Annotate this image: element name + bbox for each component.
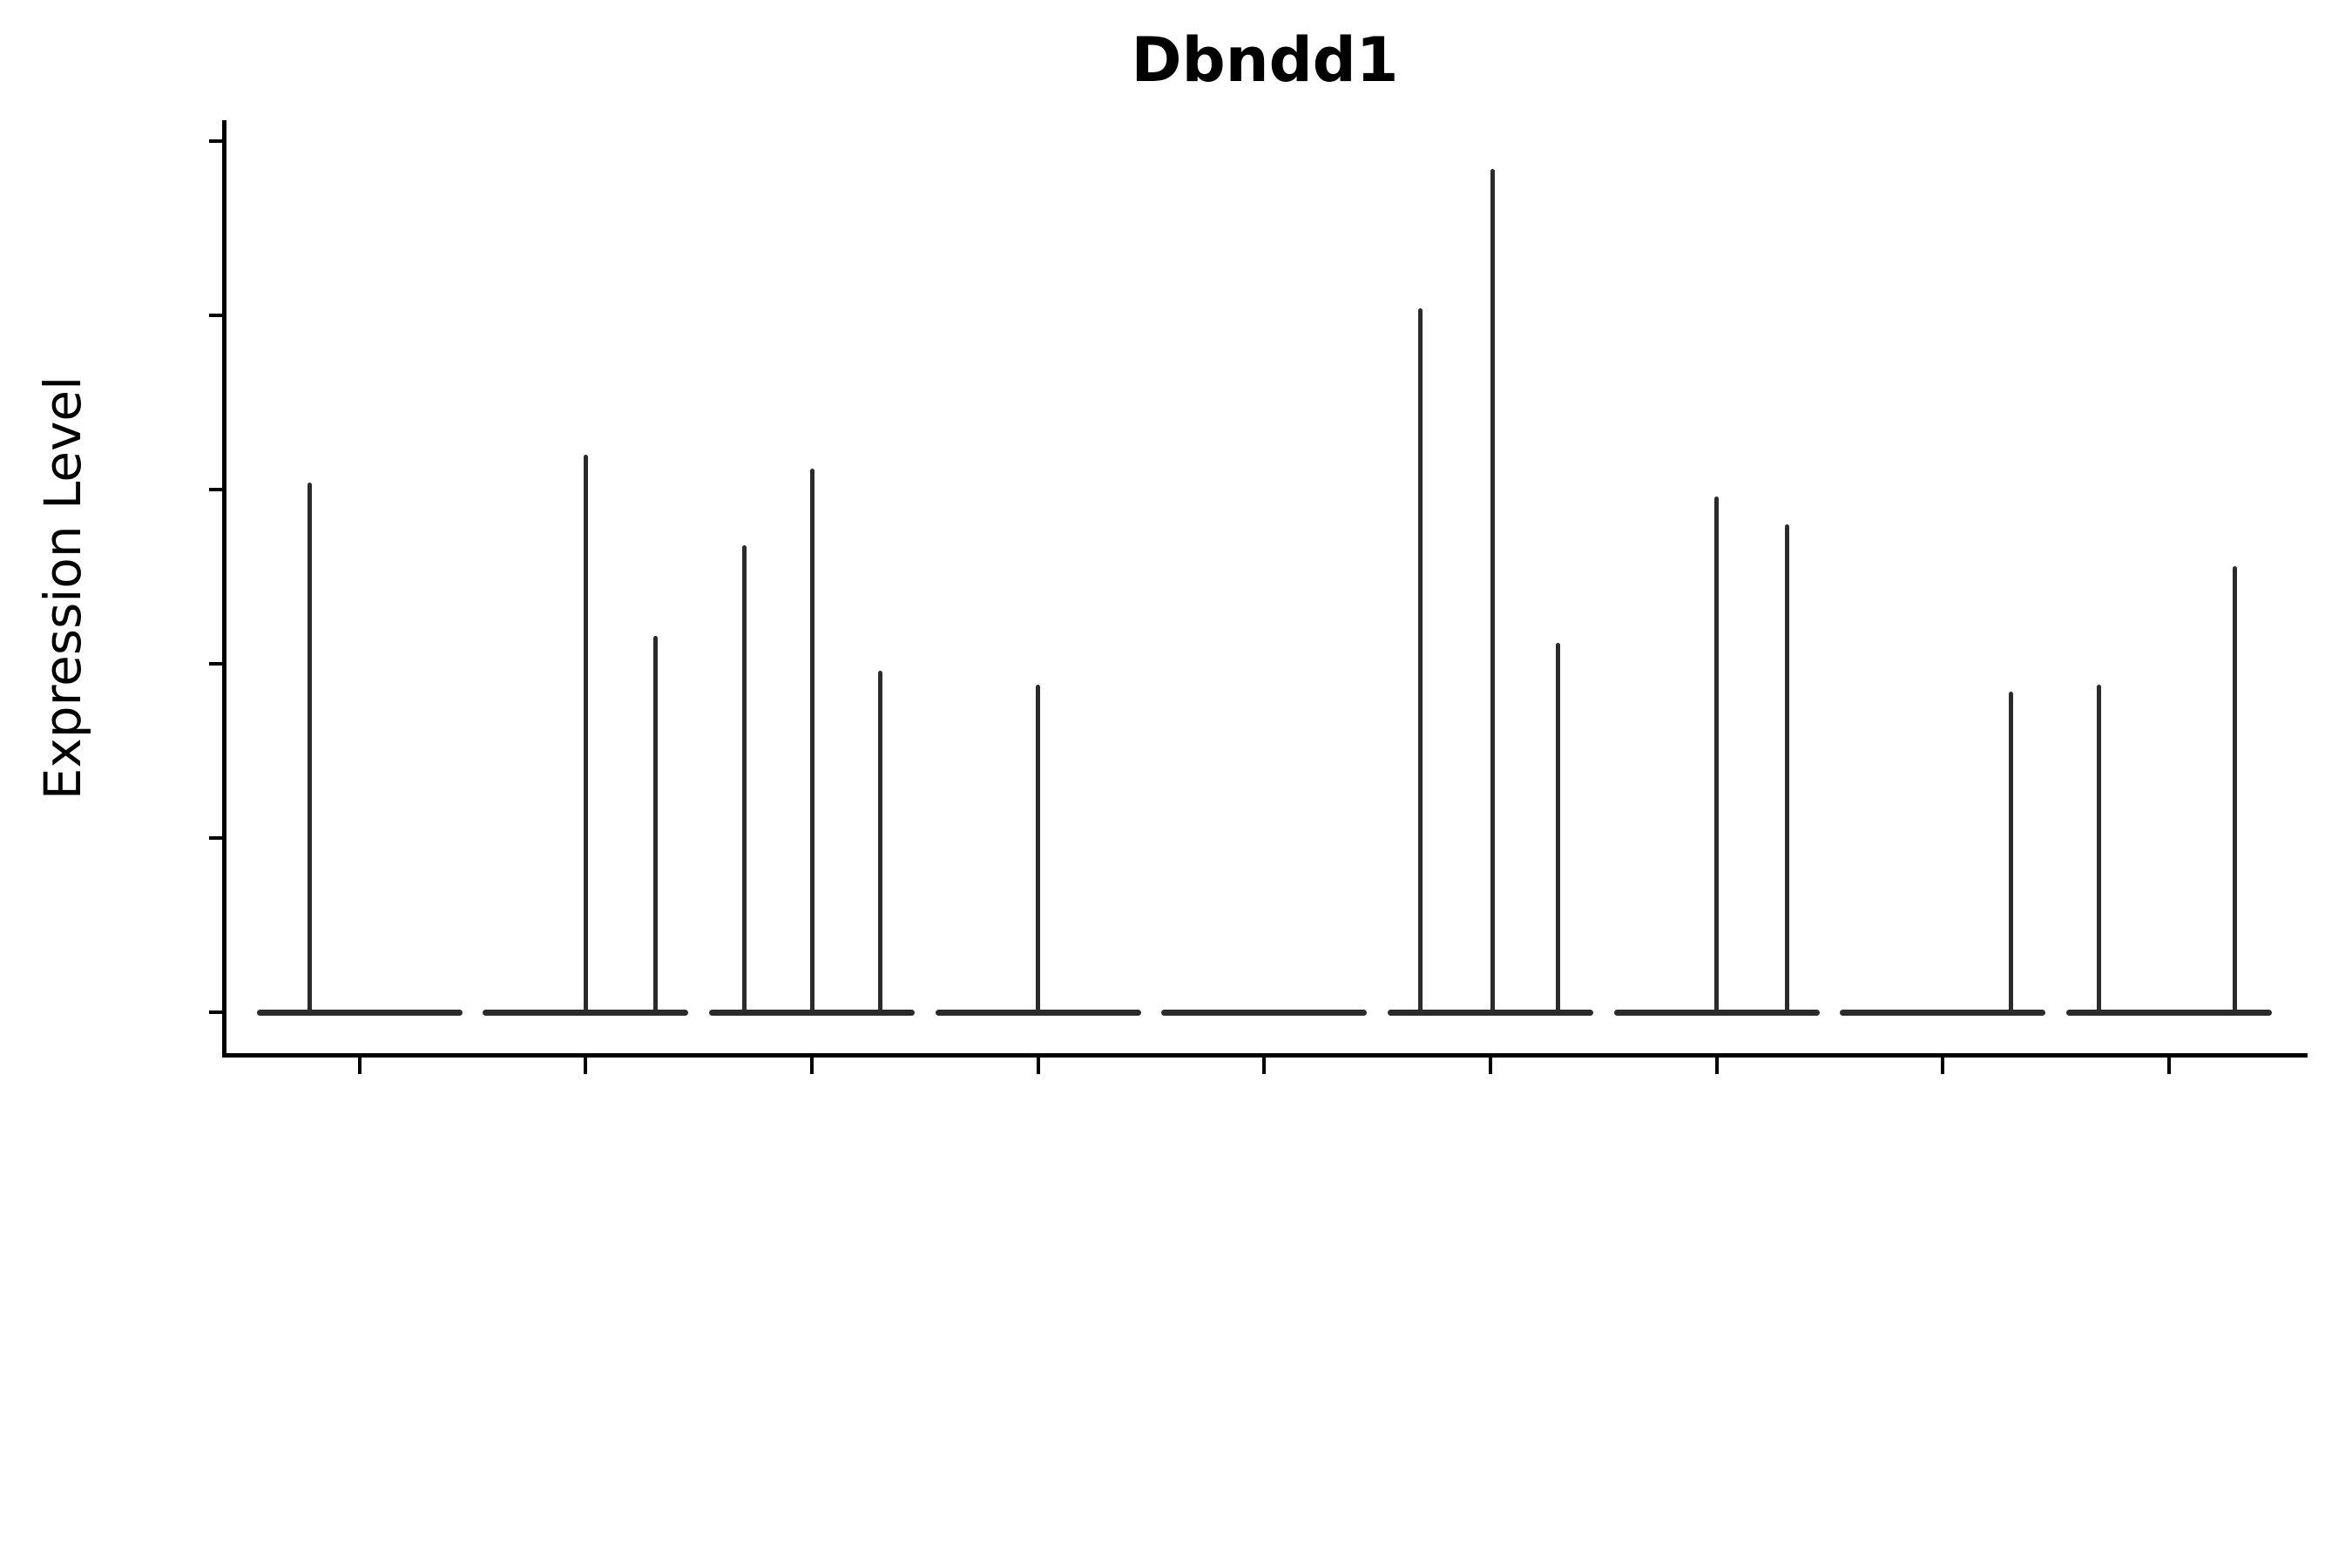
violin-spike (308, 483, 313, 1015)
x-axis-spine (222, 1053, 2308, 1058)
y-axis-spine (222, 120, 226, 1058)
y-tick-mark (209, 488, 222, 491)
violin-spike (653, 636, 659, 1015)
violin-baseline (256, 1009, 463, 1016)
x-tick-mark (1941, 1058, 1945, 1074)
x-tick-mark (357, 1058, 362, 1074)
y-axis-label: Expression Level (33, 375, 92, 801)
violin-spike (2232, 566, 2237, 1015)
violin-spike (809, 469, 814, 1015)
y-tick-mark (209, 662, 222, 666)
violin-baseline (1388, 1009, 1594, 1016)
violin-baseline (1840, 1009, 2046, 1016)
violin-spike (1714, 497, 1720, 1015)
x-tick-mark (1714, 1058, 1719, 1074)
chart-title: Dbndd1 (1131, 24, 1399, 96)
violin-spike (1490, 169, 1496, 1015)
x-tick-mark (1489, 1058, 1493, 1074)
x-tick-mark (2167, 1058, 2172, 1074)
x-tick-mark (810, 1058, 814, 1074)
violin-spike (2008, 692, 2013, 1015)
violin-spike (877, 671, 882, 1015)
x-tick-mark (1262, 1058, 1267, 1074)
violin-baseline (2066, 1009, 2273, 1016)
violin-spike (583, 455, 588, 1015)
violin-spike (1556, 643, 1561, 1015)
y-tick-mark (209, 1010, 222, 1014)
y-tick-mark (209, 314, 222, 317)
violin-spike (1784, 524, 1789, 1015)
violin-spike (1418, 308, 1423, 1015)
violin-spike (741, 545, 747, 1015)
y-tick-mark (209, 139, 222, 143)
violin-baseline (1161, 1009, 1368, 1016)
violin-spike (1036, 685, 1041, 1015)
x-tick-mark (1036, 1058, 1040, 1074)
y-tick-mark (209, 836, 222, 840)
violin-spike (2097, 685, 2102, 1015)
x-tick-mark (584, 1058, 588, 1074)
